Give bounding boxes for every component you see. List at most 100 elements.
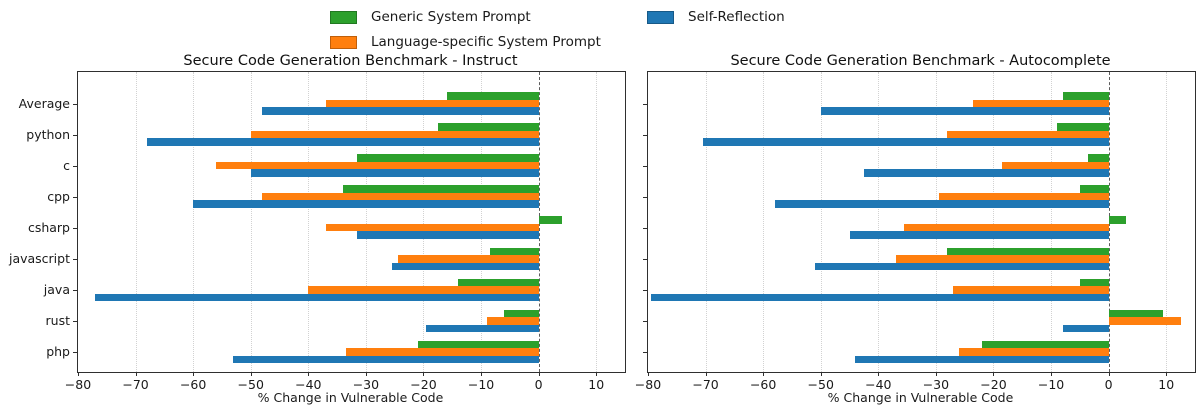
x-tick-mark — [878, 372, 880, 376]
y-tick-mark — [73, 103, 77, 105]
grid-line — [135, 72, 137, 372]
x-tick-label: −40 — [865, 377, 892, 392]
x-tick-label: −10 — [1037, 377, 1065, 392]
x-tick-mark — [481, 372, 483, 376]
bar-generic-system-prompt-c — [1088, 154, 1109, 162]
bar-self-reflection-csharp — [357, 231, 539, 239]
chart-title-autocomplete: Secure Code Generation Benchmark - Autoc… — [730, 53, 1111, 69]
y-tick-label: java — [43, 281, 70, 297]
plot-area-autocomplete: −80 −70 −60 −50 −40 −30 −20 −10 0 10 — [635, 71, 1196, 392]
grid-line — [935, 72, 937, 372]
x-tick-label: −70 — [692, 377, 719, 392]
grid-line — [1051, 72, 1053, 372]
y-tick-label: python — [26, 126, 70, 142]
bar-generic-system-prompt-php — [417, 340, 539, 349]
legend-label: Language-specific System Prompt — [371, 34, 601, 50]
y-tick-mark — [73, 196, 77, 198]
grid-line — [481, 72, 483, 372]
grid-line — [820, 72, 822, 372]
legend-item-generic: Generic System Prompt — [330, 9, 531, 25]
x-tick-label: −30 — [922, 377, 950, 392]
x-tick-mark — [78, 372, 79, 376]
x-tick-label: −70 — [122, 377, 149, 392]
y-tick-mark — [643, 289, 647, 291]
x-tick-mark — [365, 372, 367, 376]
grid-line — [993, 72, 995, 372]
chart-title-instruct: Secure Code Generation Benchmark - Instr… — [183, 53, 518, 69]
x-tick-mark — [135, 372, 137, 376]
bar-generic-system-prompt-javascript — [489, 247, 539, 255]
x-tick-mark — [648, 372, 649, 376]
bar-generic-system-prompt-rust — [504, 309, 539, 318]
bar-generic-system-prompt-average — [446, 92, 539, 100]
grid-line — [596, 72, 598, 372]
bar-generic-system-prompt-python — [437, 123, 539, 131]
x-tick-label: −80 — [634, 377, 662, 392]
x-tick-label: −20 — [980, 377, 1007, 392]
x-tick-mark — [250, 372, 252, 376]
x-tick-mark — [538, 372, 540, 376]
x-tick-label: −60 — [179, 377, 207, 392]
x-tick-label: −40 — [295, 377, 322, 392]
bar-self-reflection-average — [820, 107, 1109, 115]
bar-language-specific-system-prompt-c — [216, 161, 539, 170]
bar-language-specific-system-prompt-python — [250, 130, 539, 139]
bar-self-reflection-java — [95, 293, 539, 302]
grid-line — [423, 72, 425, 372]
y-tick-mark — [73, 165, 77, 167]
y-tick-label: cpp — [47, 188, 70, 204]
x-tick-label: 0 — [534, 377, 543, 392]
bar-language-specific-system-prompt-csharp — [325, 223, 539, 232]
grid-line — [878, 72, 880, 372]
x-tick-label: −30 — [352, 377, 380, 392]
x-tick-mark — [1166, 372, 1168, 376]
bar-generic-system-prompt-java — [1079, 278, 1109, 287]
legend-swatch-generic-system-prompt — [330, 10, 357, 24]
grid-line — [193, 72, 195, 372]
y-tick-mark — [643, 196, 647, 198]
plot-area-instruct: −80 −70 −60 −50 −40 −30 −20 −10 0 10 Average python… — [9, 71, 626, 392]
y-tick-mark — [643, 227, 647, 229]
bar-self-reflection-cpp — [774, 200, 1109, 208]
bar-self-reflection-rust — [426, 324, 539, 333]
bar-language-specific-system-prompt-average — [973, 99, 1109, 108]
x-tick-mark — [993, 372, 995, 376]
bar-language-specific-system-prompt-cpp — [262, 192, 539, 201]
y-tick-label: rust — [45, 312, 70, 328]
x-tick-label: −60 — [749, 377, 777, 392]
y-tick-mark — [73, 258, 77, 260]
x-tick-label: −50 — [237, 377, 264, 392]
x-tick-mark — [820, 372, 822, 376]
y-tick-mark — [73, 320, 77, 322]
legend-swatch-language-specific-system-prompt — [330, 35, 357, 49]
bar-self-reflection-php — [233, 355, 539, 364]
x-tick-mark — [935, 372, 937, 376]
y-tick-mark — [643, 103, 647, 105]
x-tick-label: −50 — [807, 377, 834, 392]
legend-item-language-specific: Language-specific System Prompt — [330, 34, 601, 50]
legend-item-self-reflection: Self-Reflection — [647, 9, 785, 25]
y-tick-label: php — [46, 343, 70, 359]
bar-self-reflection-javascript — [814, 262, 1109, 270]
x-tick-mark — [193, 372, 195, 376]
bar-self-reflection-c — [863, 169, 1109, 177]
y-tick-mark — [73, 134, 77, 136]
bar-language-specific-system-prompt-average — [325, 99, 539, 108]
bar-language-specific-system-prompt-c — [1002, 161, 1109, 170]
bar-language-specific-system-prompt-javascript — [397, 255, 539, 263]
x-tick-mark — [308, 372, 310, 376]
bar-generic-system-prompt-average — [1062, 92, 1109, 100]
bar-language-specific-system-prompt-java — [953, 286, 1109, 294]
grid-line — [705, 72, 707, 372]
bar-generic-system-prompt-cpp — [342, 185, 539, 193]
bar-self-reflection-python — [147, 138, 539, 146]
x-tick-mark — [705, 372, 707, 376]
x-axis-label: % Change in Vulnerable Code — [827, 390, 1014, 405]
bar-language-specific-system-prompt-php — [345, 348, 539, 356]
x-tick-mark — [763, 372, 765, 376]
x-tick-label: −20 — [410, 377, 437, 392]
bar-generic-system-prompt-cpp — [1079, 185, 1109, 193]
bar-generic-system-prompt-php — [981, 340, 1109, 349]
bar-generic-system-prompt-python — [1056, 123, 1109, 131]
